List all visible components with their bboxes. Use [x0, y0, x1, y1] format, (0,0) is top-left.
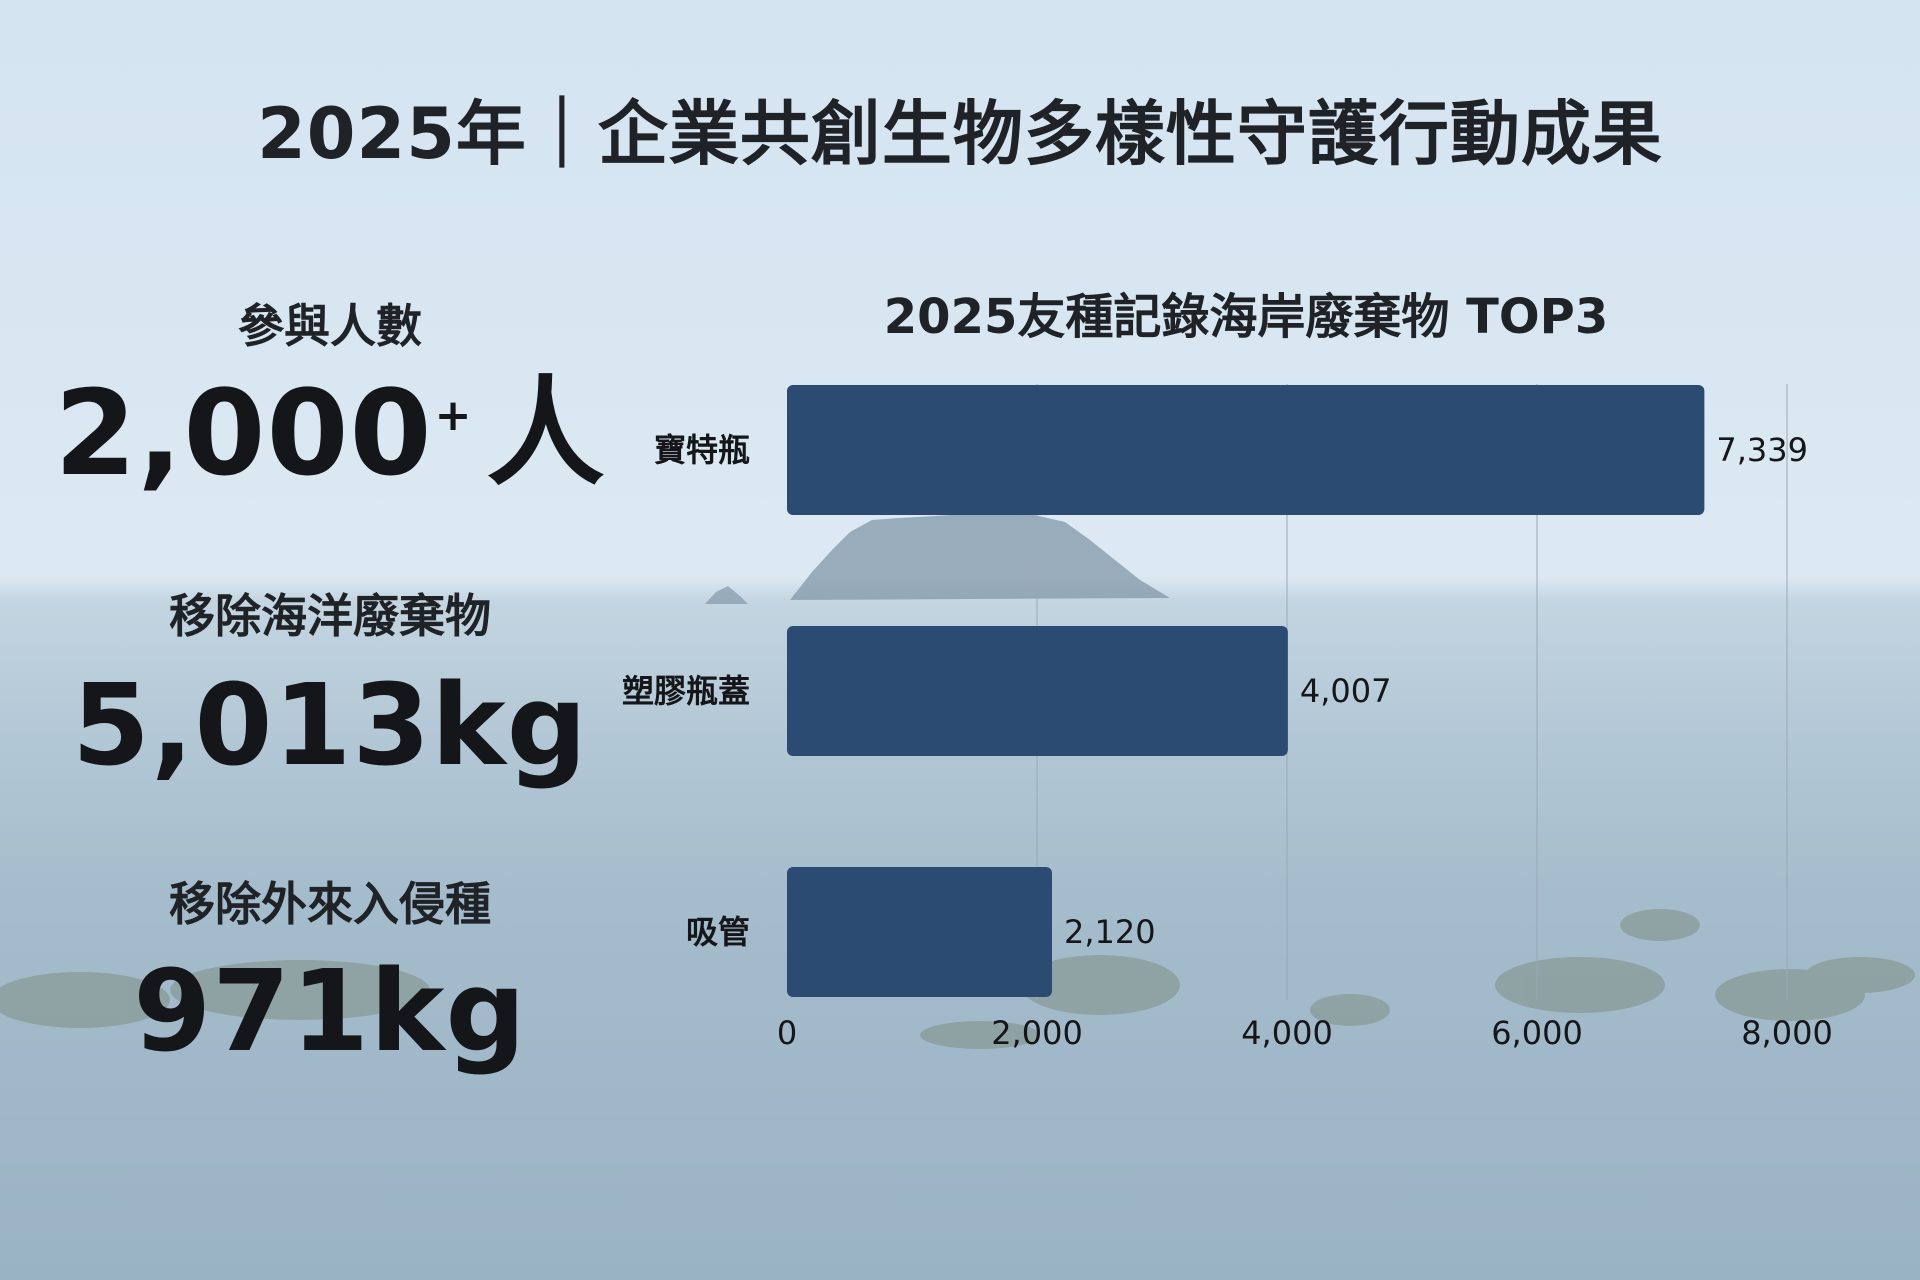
bar-value-label: 7,339 [1716, 431, 1808, 469]
x-tick-label: 0 [777, 1014, 797, 1052]
stat-participants-label: 參與人數 [238, 299, 422, 353]
stat-participants-plus: + [434, 390, 473, 441]
bar [787, 867, 1052, 997]
small-islet [705, 586, 748, 604]
stat-invasive-species-value: 971kg [133, 947, 527, 1077]
stat-participants: 參與人數 2,000+ 人 [40, 290, 620, 492]
bar [787, 626, 1288, 756]
stat-marine-debris: 移除海洋廢棄物 5,013kg [40, 580, 620, 782]
bar [787, 385, 1705, 515]
stat-invasive-species: 移除外來入侵種 971kg [40, 868, 620, 1068]
stat-marine-debris-label: 移除海洋廢棄物 [169, 589, 491, 643]
category-label: 吸管 [686, 913, 750, 951]
coastal-rocks [0, 909, 1915, 1049]
chart-bars [787, 385, 1705, 997]
stat-marine-debris-value: 5,013kg [72, 661, 588, 791]
x-tick-label: 8,000 [1741, 1014, 1833, 1052]
chart-title: 2025友種記錄海岸廢棄物 TOP3 [884, 289, 1608, 345]
stat-participants-value: 2,000+ 人 [40, 374, 620, 492]
category-label: 寶特瓶 [654, 431, 750, 469]
x-tick-label: 2,000 [991, 1014, 1083, 1052]
stat-participants-unit: 人 [486, 364, 606, 502]
bar-value-label: 2,120 [1064, 913, 1156, 951]
stat-invasive-species-label: 移除外來入侵種 [169, 877, 491, 931]
stat-participants-number: 2,000 [54, 364, 433, 502]
x-tick-label: 6,000 [1491, 1014, 1583, 1052]
category-label: 塑膠瓶蓋 [622, 672, 750, 710]
bar-value-label: 4,007 [1300, 672, 1392, 710]
island-silhouette [790, 508, 1170, 600]
x-tick-label: 4,000 [1241, 1014, 1333, 1052]
page-title: 2025年｜企業共創生物多樣性守護行動成果 [257, 93, 1663, 175]
chart-labels: 0 2,000 4,000 6,000 8,000 寶特瓶 7,339 塑膠瓶蓋 4,007 吸管… [622, 431, 1833, 1052]
